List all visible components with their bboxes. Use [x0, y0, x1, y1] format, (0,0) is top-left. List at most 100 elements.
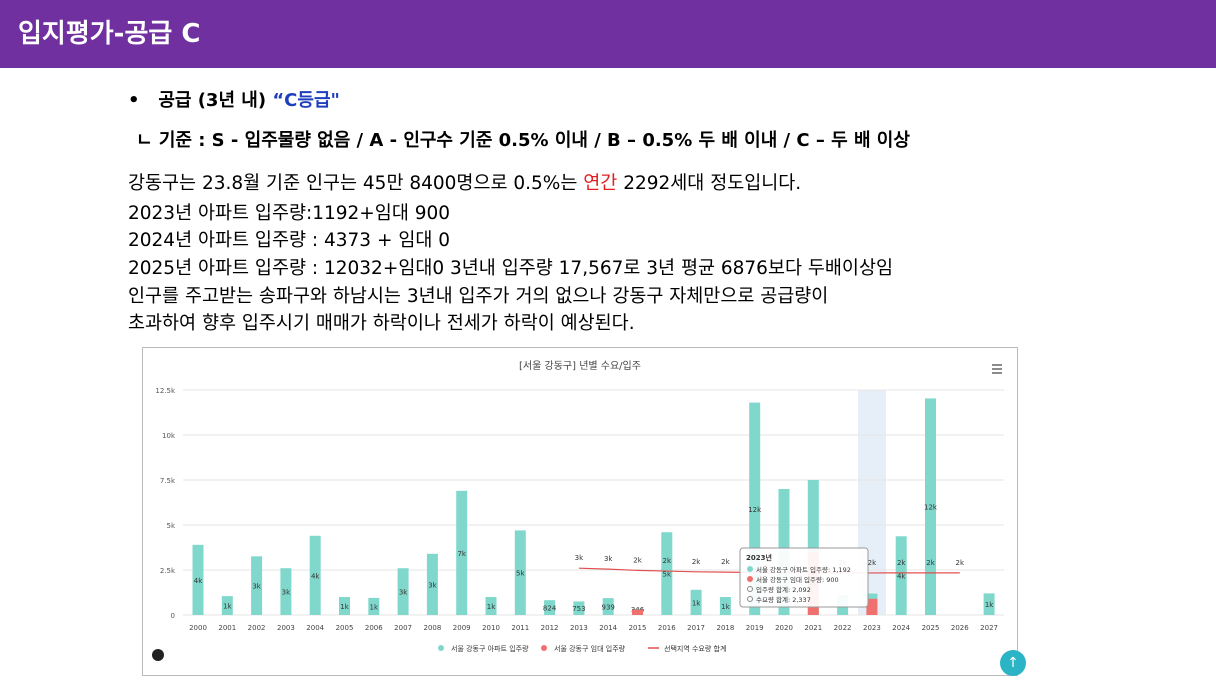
bar	[866, 598, 878, 615]
legend-label: 서울 강동구 임대 입주량	[554, 644, 626, 653]
x-tick-label: 2003	[277, 624, 295, 632]
bar	[983, 593, 995, 615]
y-tick-label: 7.5k	[160, 477, 176, 485]
bar	[485, 597, 497, 615]
x-tick-label: 2017	[687, 624, 705, 632]
scroll-top-button[interactable]: ↑	[1000, 650, 1026, 676]
data-label: 753	[572, 605, 585, 613]
x-tick-label: 2000	[189, 624, 207, 632]
y-tick-label: 5k	[166, 522, 175, 530]
data-label: 4k	[897, 573, 906, 581]
bar	[309, 535, 321, 615]
bar	[749, 402, 761, 615]
x-tick-label: 2013	[570, 624, 588, 632]
x-tick-label: 2015	[629, 624, 647, 632]
legend-swatch	[541, 645, 547, 651]
tooltip-marker	[747, 576, 753, 582]
text: 강동구는 23.8월 기준 인구는 45만 8400명으로 0.5%는	[128, 173, 584, 194]
legend-swatch	[438, 645, 444, 651]
tooltip-marker	[747, 566, 753, 572]
home-icon[interactable]	[152, 649, 164, 661]
data-label: 3k	[282, 589, 291, 597]
data-label: 4k	[311, 572, 320, 580]
paragraph-line: 강동구는 23.8월 기준 인구는 45만 8400명으로 0.5%는 연간 2…	[128, 169, 801, 195]
tooltip-box	[739, 547, 869, 608]
bar	[397, 568, 409, 615]
x-tick-label: 2002	[248, 624, 266, 632]
x-tick-label: 2025	[922, 624, 940, 632]
bullet: • 공급 (3년 내) “C등급"	[128, 90, 340, 111]
x-tick-label: 2014	[599, 624, 617, 632]
x-tick-label: 2009	[453, 624, 471, 632]
paragraph-line: 2025년 아파트 입주량 : 12032+임대0 3년내 입주량 17,567…	[128, 258, 893, 279]
data-label: 12k	[748, 506, 762, 514]
data-label: 3k	[604, 555, 613, 563]
data-label: 5k	[663, 571, 672, 579]
criteria: ㄴ 기준 : S - 입주물량 없음 / A - 인구수 기준 0.5% 이내 …	[136, 130, 910, 151]
data-label: 7k	[457, 550, 466, 558]
x-tick-label: 2012	[541, 624, 559, 632]
x-tick-label: 2019	[746, 624, 764, 632]
x-tick-label: 2023	[863, 624, 881, 632]
y-tick-label: 10k	[162, 432, 176, 440]
bar	[632, 609, 643, 615]
bar	[573, 601, 585, 615]
paragraph-line: 초과하여 향후 입주시기 매매가 하락이나 전세가 하락이 예상된다.	[128, 313, 635, 334]
highlight: 연간	[583, 173, 618, 194]
data-label: 3k	[399, 589, 408, 597]
data-label: 12k	[924, 504, 938, 512]
data-label: 1k	[223, 603, 232, 611]
data-label: 1k	[985, 601, 994, 609]
paragraph-line: 2024년 아파트 입주량 : 4373 + 임대 0	[128, 230, 451, 251]
bar	[339, 597, 350, 615]
data-label: 2k	[692, 558, 701, 566]
data-label: 2k	[721, 558, 730, 566]
x-tick-label: 2011	[511, 624, 529, 632]
tooltip-item: 서울 강동구 아파트 입주량: 1,192	[756, 565, 851, 574]
bar	[602, 598, 614, 615]
bar	[661, 532, 673, 615]
data-label: 2k	[633, 556, 642, 564]
bullet-text: 공급 (3년 내)	[158, 90, 273, 111]
chart: [서울 강동구] 년별 수요/입주 0 2.5k 5k 7.5k 10k 12.5k 200…	[142, 347, 1018, 676]
y-tick-label: 2.5k	[160, 567, 176, 575]
x-tick-label: 2005	[336, 624, 354, 632]
data-label: 1k	[340, 603, 349, 611]
y-tick-label: 0	[171, 612, 175, 620]
x-tick-label: 2006	[365, 624, 383, 632]
data-label: 3k	[575, 554, 584, 562]
bar	[514, 530, 526, 615]
grade: “C등급"	[272, 90, 340, 111]
data-label: 2k	[868, 559, 877, 567]
data-label: 3k	[428, 581, 437, 589]
x-tick-label: 2027	[980, 624, 998, 632]
bar	[456, 490, 468, 615]
menu-icon[interactable]	[992, 364, 1002, 374]
x-tick-label: 2022	[834, 624, 852, 632]
data-label: 1k	[692, 599, 701, 607]
x-tick-label: 2026	[951, 624, 969, 632]
paragraph-line: 2023년 아파트 입주량:1192+임대 900	[128, 203, 451, 224]
bar	[192, 544, 204, 615]
bar	[221, 596, 233, 615]
data-label: 1k	[721, 603, 730, 611]
legend-label: 서울 강동구 아파트 입주량	[451, 644, 529, 653]
x-tick-label: 2020	[775, 624, 793, 632]
data-label: 2k	[926, 559, 935, 567]
legend-label: 선택지역 수요량 합계	[664, 644, 726, 653]
x-tick-label: 2004	[306, 624, 324, 632]
bar	[925, 398, 936, 615]
data-label: 1k	[370, 603, 379, 611]
tooltip-title: 2023년	[746, 553, 772, 562]
paragraph-line: 인구를 주고받는 송파구와 하남시는 3년내 입주가 거의 없으나 강동구 자체…	[128, 286, 829, 307]
text: 2292세대 정도입니다.	[617, 173, 802, 194]
bar	[426, 553, 438, 615]
x-tick-label: 2024	[892, 624, 910, 632]
bar	[895, 536, 907, 615]
data-label: 2k	[956, 559, 965, 567]
tooltip-item: 서울 강동구 임대 입주량: 900	[756, 575, 839, 584]
data-label: 2k	[897, 559, 906, 567]
bar	[251, 556, 263, 615]
